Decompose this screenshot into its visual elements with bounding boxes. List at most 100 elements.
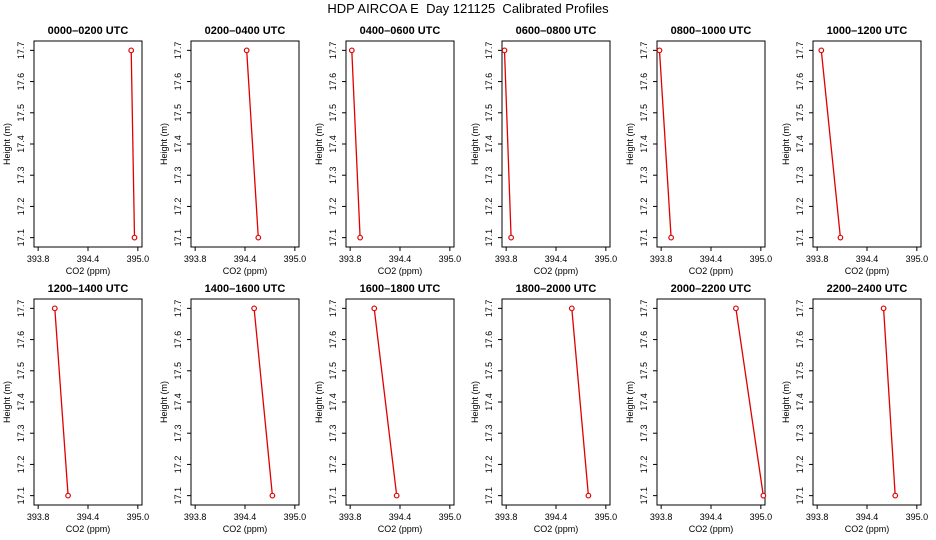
plot-frame [345,40,455,248]
y-tick-label: 17.2 [16,198,26,216]
y-tick-label: 17.6 [16,331,26,349]
data-point [393,492,400,499]
y-tick-label: 17.6 [484,73,494,91]
y-axis-label: Height (m) [470,381,480,423]
y-tick-label: 17.4 [639,393,649,411]
y-tick-label: 17.2 [795,456,805,474]
data-point [251,305,258,312]
chart-panel: 2200–2400 UTC 393.8 394.4 395.0 17.1 17.2 17.3… [781,283,928,534]
x-tick-label: 395.0 [595,254,618,264]
panel-title: 0200–0400 UTC [205,25,286,37]
chart-panel: 1400–1600 UTC 393.8 394.4 395.0 17.1 17.2 17.3… [159,283,306,534]
y-tick-label: 17.7 [639,42,649,60]
y-axis-label: Height (m) [159,381,169,423]
y-tick-label: 17.2 [639,198,649,216]
x-tick-label: 394.4 [856,512,879,522]
y-tick-label: 17.4 [173,135,183,153]
series-line [571,308,590,496]
y-tick-label: 17.2 [328,198,338,216]
y-tick-label: 17.5 [328,362,338,380]
plot-frame [190,298,300,506]
data-point [733,305,739,312]
y-tick-label: 17.2 [173,198,183,216]
y-tick-label: 17.3 [173,166,183,184]
chart-panel: 0000–0200 UTC 393.8 394.4 395.0 17.1 17.2 17.3… [2,25,149,276]
y-tick-label: 17.4 [173,393,183,411]
y-tick-label: 17.2 [484,198,494,216]
series-line [503,50,512,238]
x-axis-label: CO2 (ppm) [378,266,423,276]
data-point [269,492,276,499]
y-tick-label: 17.5 [795,104,805,122]
x-tick-label: 393.8 [27,512,50,522]
y-axis-label: Height (m) [470,123,480,165]
y-tick-label: 17.1 [173,229,183,247]
y-tick-label: 17.4 [795,393,805,411]
data-point [501,47,508,54]
data-point [818,47,825,54]
x-axis-label: CO2 (ppm) [223,524,268,534]
series-line [130,50,136,238]
y-axis-label: Height (m) [781,123,791,165]
data-point [656,47,663,54]
x-axis-label: CO2 (ppm) [534,524,579,534]
panel-title: 1400–1600 UTC [205,283,286,295]
y-tick-label: 17.6 [639,73,649,91]
y-axis-label: Height (m) [2,381,12,423]
series-line [246,50,259,238]
x-axis-label: CO2 (ppm) [845,524,890,534]
x-tick-label: 394.4 [700,254,723,264]
y-tick-label: 17.5 [484,362,494,380]
x-tick-label: 393.8 [184,254,207,264]
data-point [243,47,250,54]
plot-frame [33,298,143,506]
data-point [128,47,135,54]
y-tick-label: 17.1 [16,229,26,247]
y-tick-label: 17.1 [173,487,183,505]
y-tick-label: 17.1 [328,229,338,247]
series-line [820,50,842,238]
x-tick-label: 395.0 [284,254,307,264]
x-tick-label: 395.0 [127,512,150,522]
panel-title: 2000–2200 UTC [671,283,752,295]
y-tick-label: 17.1 [328,487,338,505]
x-axis-label: CO2 (ppm) [66,524,111,534]
data-point [508,234,515,241]
y-tick-label: 17.4 [328,393,338,411]
chart-panel: 0200–0400 UTC 393.8 394.4 395.0 17.1 17.2 17.3… [159,25,306,276]
series-line [54,308,69,496]
plot-frame [812,40,922,248]
chart-panel: 1800–2000 UTC 393.8 394.4 395.0 17.1 17.2 17.3… [470,283,617,534]
panel-title: 1800–2000 UTC [516,283,597,295]
y-tick-label: 17.5 [484,104,494,122]
panel-title: 1000–1200 UTC [827,25,908,37]
y-tick-label: 17.7 [639,300,649,318]
x-tick-label: 393.8 [806,512,829,522]
x-tick-label: 393.8 [495,254,518,264]
x-tick-label: 394.4 [700,512,723,522]
x-tick-label: 393.8 [495,512,518,522]
x-tick-label: 395.0 [439,254,462,264]
y-tick-label: 17.4 [484,393,494,411]
y-tick-label: 17.5 [16,104,26,122]
chart-panel: 0800–1000 UTC 393.8 394.4 395.0 17.1 17.2 17.3… [625,25,772,276]
y-tick-label: 17.5 [328,104,338,122]
data-point [371,305,378,312]
y-tick-label: 17.6 [173,73,183,91]
y-tick-label: 17.3 [328,424,338,442]
y-tick-label: 17.5 [16,362,26,380]
y-tick-label: 17.3 [173,424,183,442]
data-point [348,47,355,54]
y-axis-label: Height (m) [2,123,12,165]
y-tick-label: 17.4 [16,135,26,153]
y-tick-label: 17.4 [639,135,649,153]
y-tick-label: 17.1 [639,487,649,505]
x-tick-label: 393.8 [184,512,207,522]
data-point [51,305,58,312]
y-tick-label: 17.1 [795,487,805,505]
chart-panel: 0600–0800 UTC 393.8 394.4 395.0 17.1 17.2 17.3… [470,25,617,276]
x-tick-label: 393.8 [650,254,673,264]
plot-frame [501,298,611,506]
y-axis-label: Height (m) [159,123,169,165]
